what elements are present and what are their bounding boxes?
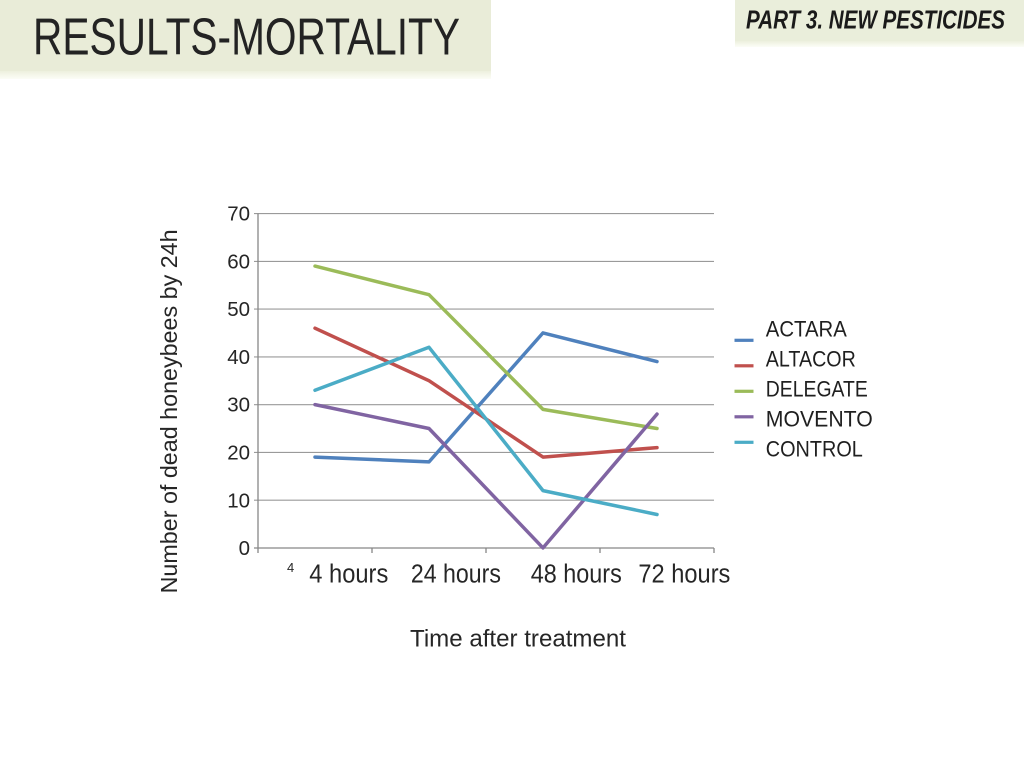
svg-text:CONTROL: CONTROL (766, 437, 863, 462)
svg-text:ALTACOR: ALTACOR (766, 347, 856, 372)
svg-text:ACTARA: ACTARA (766, 317, 847, 342)
svg-text:0: 0 (239, 537, 250, 560)
svg-text:60: 60 (227, 250, 250, 273)
svg-text:50: 50 (227, 298, 250, 321)
svg-text:24 hours: 24 hours (411, 560, 501, 588)
svg-text:4: 4 (287, 560, 294, 575)
svg-text:20: 20 (227, 442, 250, 465)
svg-text:72 hours: 72 hours (638, 560, 730, 588)
svg-text:70: 70 (227, 203, 250, 226)
svg-text:40: 40 (227, 346, 250, 369)
svg-text:MOVENTO: MOVENTO (766, 407, 873, 432)
svg-text:Number of dead honeybees by 24: Number of dead honeybees by 24h (156, 229, 182, 593)
svg-text:48 hours: 48 hours (531, 560, 622, 588)
svg-text:4 hours: 4 hours (309, 560, 388, 588)
svg-text:RESULTS-MORTALITY: RESULTS-MORTALITY (33, 9, 460, 67)
svg-text:Time after treatment: Time after treatment (410, 626, 626, 653)
svg-text:PART 3. NEW PESTICIDES: PART 3. NEW PESTICIDES (746, 7, 1005, 35)
svg-text:DELEGATE: DELEGATE (766, 377, 868, 402)
svg-text:10: 10 (227, 489, 250, 512)
svg-text:30: 30 (227, 394, 250, 417)
